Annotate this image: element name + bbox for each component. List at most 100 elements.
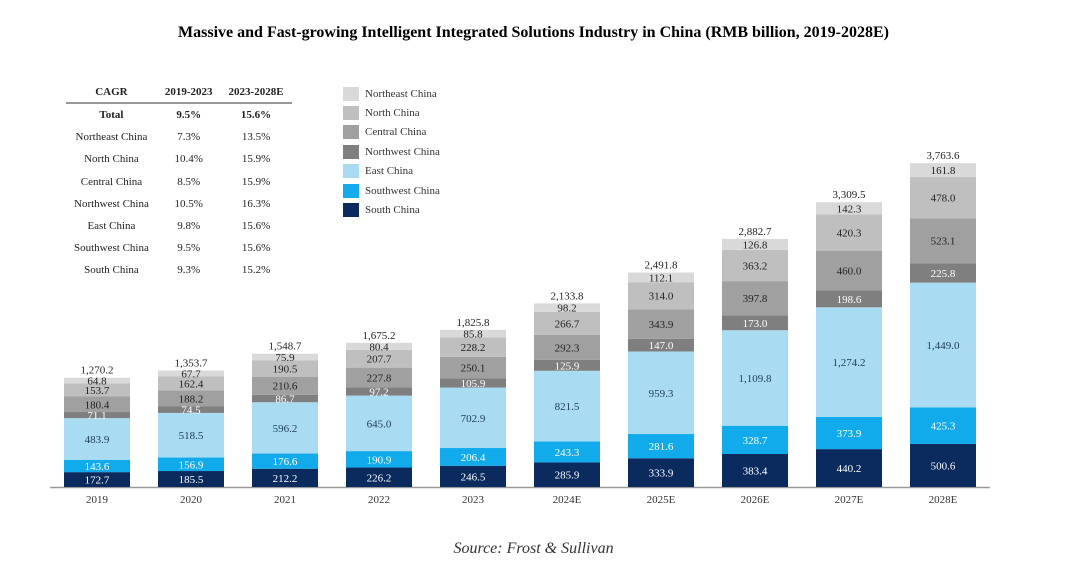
legend-swatch <box>343 125 359 140</box>
bar-value-label: 440.2 <box>837 463 862 475</box>
x-tick-label: 2021 <box>274 494 296 506</box>
bar-value-label: 176.6 <box>273 456 298 468</box>
x-tick-label: 2028E <box>929 494 958 506</box>
bar-value-label: 198.6 <box>837 294 862 306</box>
bar-segment <box>158 412 224 458</box>
bar-value-label: 225.8 <box>931 268 956 280</box>
bar-value-label: 105.9 <box>461 378 486 390</box>
bar-segment <box>910 263 976 283</box>
bar-value-label: 190.5 <box>273 363 298 375</box>
cagr-region: South China <box>84 264 139 277</box>
bar-segment <box>346 467 412 487</box>
bar-segment <box>346 349 412 368</box>
cagr-region: Southwest China <box>74 242 149 255</box>
legend-item: Central China <box>343 123 440 142</box>
x-tick-label: 2024E <box>553 494 582 506</box>
bar-segment <box>346 367 412 388</box>
bar-value-label: 328.7 <box>743 435 768 447</box>
bar-segment <box>346 451 412 468</box>
legend-item: East China <box>343 162 440 181</box>
bar-value-label: 523.1 <box>931 236 956 248</box>
bar-value-label: 67.7 <box>181 368 201 380</box>
bar-segment <box>722 425 788 455</box>
bar-segment <box>440 448 506 466</box>
bar-value-label: 1,449.0 <box>927 340 961 352</box>
legend-label: Central China <box>365 126 427 139</box>
bar-value-label: 373.9 <box>837 428 862 440</box>
cagr-region: Central China <box>80 175 143 188</box>
bar-segment <box>628 458 694 487</box>
bar-segment <box>722 238 788 250</box>
bar-value-label: 821.5 <box>555 401 580 413</box>
bar-value-label: 188.2 <box>179 393 204 405</box>
bar-value-label: 156.9 <box>179 459 204 471</box>
cagr-header-period-2: 2023-2028E <box>220 84 292 104</box>
bar-segment <box>910 282 976 408</box>
cagr-value: 9.8% <box>177 220 201 233</box>
bar-value-label: 162.4 <box>179 378 204 390</box>
bar-segment <box>252 453 318 469</box>
bar-segment <box>534 303 600 312</box>
bar-value-label: 702.9 <box>461 413 486 425</box>
bar-segment <box>534 359 600 371</box>
bar-segment <box>816 202 882 215</box>
bar-segment <box>910 407 976 444</box>
legend-label: East China <box>365 165 413 178</box>
bar-value-label: 1,274.2 <box>833 357 866 369</box>
bar-segment <box>64 396 130 413</box>
cagr-row: North China 10.4% 15.9% <box>66 148 292 170</box>
bar-value-label: 420.3 <box>837 228 862 240</box>
bar-segment <box>910 177 976 219</box>
bar-total-label: 1,548.7 <box>269 341 303 353</box>
bar-value-label: 71.1 <box>87 410 106 422</box>
bar-value-label: 97.2 <box>369 386 388 398</box>
bar-value-label: 285.9 <box>555 470 580 482</box>
bar-value-label: 212.2 <box>273 473 298 485</box>
bar-segment <box>158 376 224 391</box>
chart-title: Massive and Fast-growing Intelligent Int… <box>178 24 889 41</box>
bar-value-label: 645.0 <box>367 418 392 430</box>
bar-value-label: 383.4 <box>743 466 768 478</box>
cagr-value: 13.5% <box>241 131 271 144</box>
bar-segment <box>628 338 694 352</box>
cagr-value: 8.5% <box>177 175 201 188</box>
bar-segment <box>534 441 600 463</box>
bar-segment <box>440 329 506 338</box>
cagr-row: Northwest China 10.5% 16.3% <box>66 193 292 215</box>
legend-item: Northeast China <box>343 84 440 103</box>
bar-segment <box>158 370 224 377</box>
cagr-value: 15.9% <box>241 175 271 188</box>
cagr-value: 10.5% <box>174 197 203 210</box>
bar-value-label: 153.7 <box>85 385 110 397</box>
x-tick-label: 2026E <box>741 494 770 506</box>
bar-segment <box>816 307 882 417</box>
bar-segment <box>64 412 130 419</box>
bar-segment <box>910 443 976 487</box>
bar-segment <box>816 449 882 487</box>
bar-value-label: 333.9 <box>649 468 674 480</box>
bar-segment <box>722 249 788 282</box>
bar-value-label: 80.4 <box>369 341 389 353</box>
cagr-header-region: CAGR <box>66 84 157 104</box>
legend-swatch <box>343 86 359 101</box>
bar-value-label: 172.7 <box>85 475 110 487</box>
bar-segment <box>252 376 318 395</box>
bar-segment <box>816 290 882 308</box>
bar-total-label: 3,763.6 <box>927 150 961 162</box>
bar-value-label: 460.0 <box>837 265 862 277</box>
bar-value-label: 125.9 <box>555 360 580 372</box>
legend-swatch <box>343 183 359 198</box>
cagr-region: North China <box>84 153 139 166</box>
bar-total-label: 2,133.8 <box>551 290 585 302</box>
bar-total-label: 1,353.7 <box>175 358 209 370</box>
bar-segment <box>252 394 318 403</box>
bar-segment <box>816 250 882 291</box>
bar-value-label: 210.6 <box>273 381 298 393</box>
bar-value-label: 425.3 <box>931 421 956 433</box>
bar-value-label: 518.5 <box>179 430 204 442</box>
chart-legend: Northeast China North China Central Chin… <box>343 84 440 220</box>
x-tick-label: 2025E <box>647 494 676 506</box>
bar-value-label: 226.2 <box>367 472 392 484</box>
cagr-region: Northeast China <box>75 131 148 144</box>
bar-segment <box>628 282 694 310</box>
